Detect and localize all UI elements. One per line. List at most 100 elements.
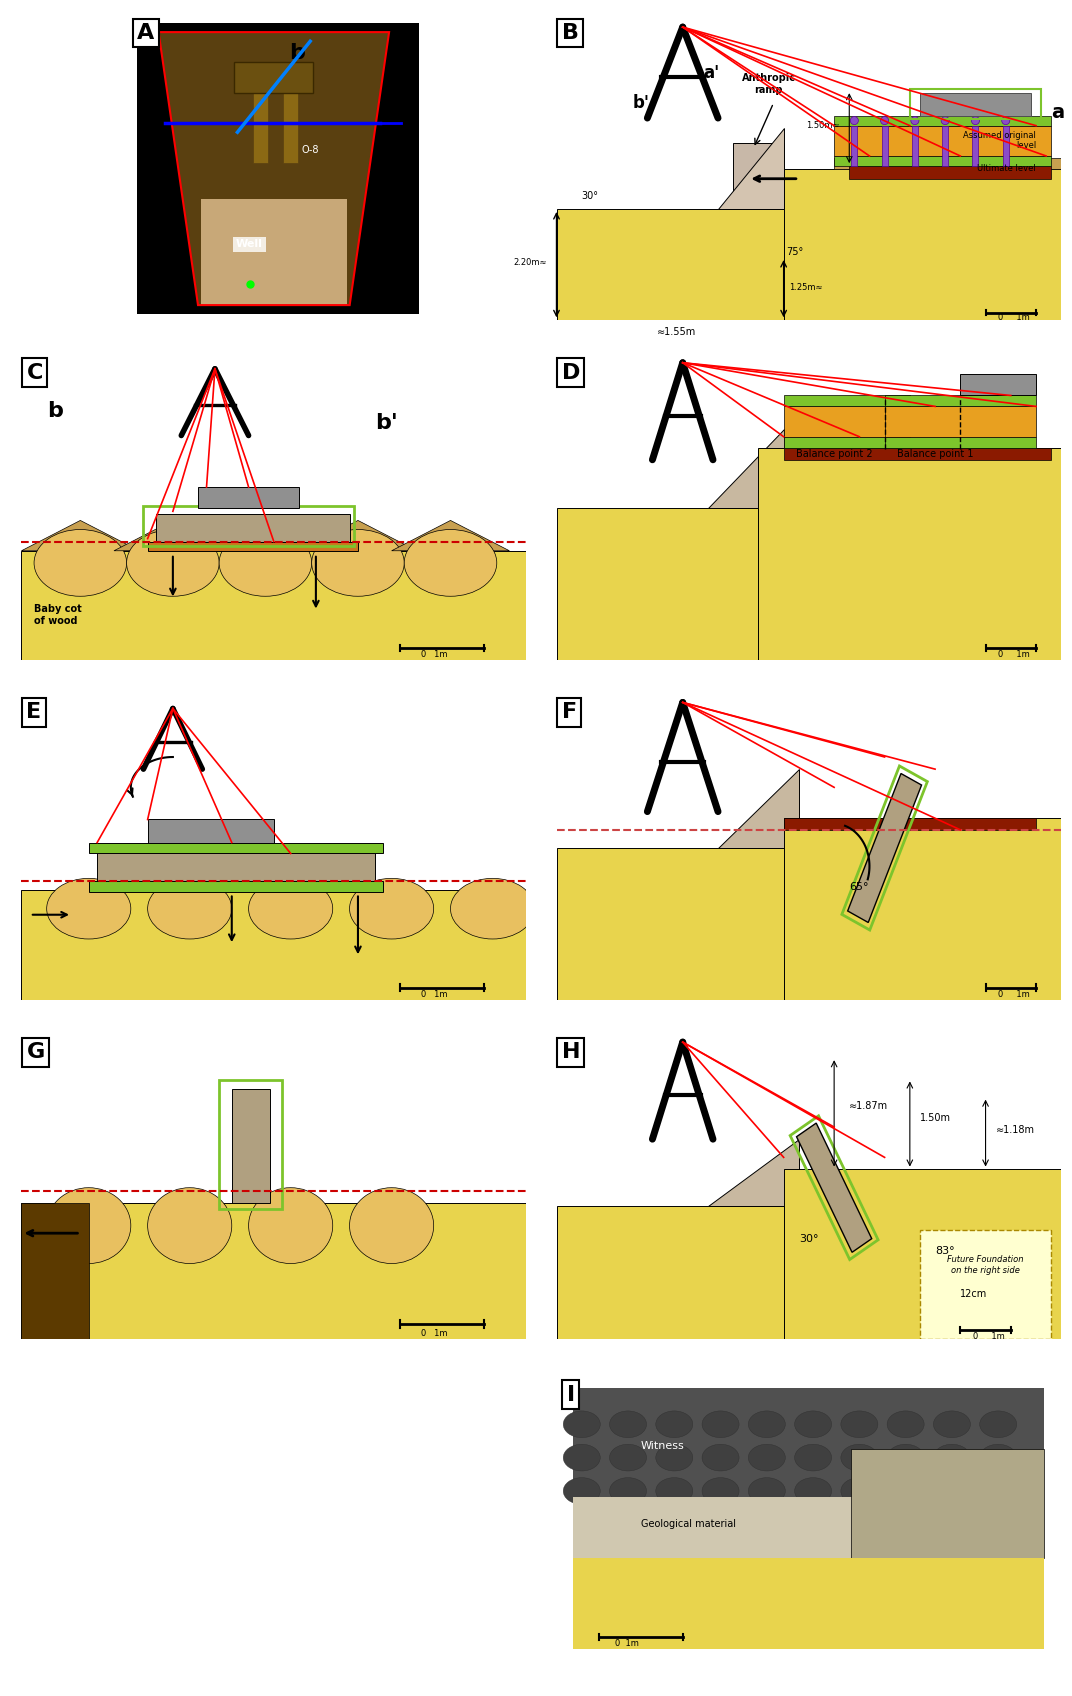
Text: ≈1.18m: ≈1.18m (996, 1124, 1034, 1135)
Circle shape (47, 1187, 131, 1264)
Circle shape (850, 117, 859, 124)
Polygon shape (708, 429, 784, 509)
Circle shape (980, 1445, 1016, 1470)
Text: O-8: O-8 (301, 146, 319, 156)
Circle shape (249, 1187, 332, 1264)
Circle shape (934, 1411, 970, 1438)
Bar (834, 126, 1052, 156)
Text: Balance point 2: Balance point 2 (795, 449, 873, 458)
Circle shape (450, 879, 535, 940)
Text: 0   1m: 0 1m (421, 650, 447, 660)
Circle shape (219, 529, 312, 597)
Text: 83°: 83° (935, 1247, 955, 1257)
Polygon shape (708, 1140, 799, 1206)
Text: I: I (567, 1386, 575, 1404)
Bar (912, 126, 918, 166)
Circle shape (47, 879, 131, 940)
Bar (21, 1202, 89, 1340)
Text: C: C (27, 363, 43, 383)
Bar (283, 86, 298, 163)
Circle shape (888, 1477, 924, 1504)
Bar (881, 126, 888, 166)
Circle shape (971, 117, 980, 124)
Circle shape (980, 1477, 1016, 1504)
Text: b': b' (375, 414, 398, 434)
Bar (784, 1170, 1061, 1340)
FancyBboxPatch shape (539, 1364, 1072, 1691)
Text: 65°: 65° (849, 882, 868, 892)
Circle shape (888, 1411, 924, 1438)
Bar (834, 156, 1052, 166)
Bar (556, 848, 784, 999)
Text: 2.20m≈: 2.20m≈ (512, 258, 547, 266)
Polygon shape (299, 521, 417, 551)
Text: 0   1m: 0 1m (421, 1328, 447, 1338)
Bar (834, 115, 1052, 126)
Circle shape (148, 1187, 232, 1264)
Text: 0     1m: 0 1m (973, 1333, 1004, 1342)
Polygon shape (21, 521, 139, 551)
Circle shape (794, 1411, 832, 1438)
Circle shape (980, 1411, 1016, 1438)
Circle shape (249, 879, 332, 940)
Text: Anthropic
ramp: Anthropic ramp (742, 73, 795, 95)
Text: ≈1.55m: ≈1.55m (657, 327, 697, 338)
FancyBboxPatch shape (920, 1230, 1052, 1340)
Bar (21, 551, 526, 660)
Bar (89, 843, 383, 853)
Bar (89, 880, 383, 892)
Polygon shape (159, 32, 389, 305)
Bar (942, 126, 949, 166)
Circle shape (656, 1477, 693, 1504)
Text: Future Foundation
on the right side: Future Foundation on the right side (948, 1255, 1024, 1275)
Text: Geological material: Geological material (641, 1520, 735, 1530)
Circle shape (794, 1445, 832, 1470)
Bar (884, 395, 1036, 407)
Bar (144, 507, 354, 546)
Bar (884, 407, 1036, 438)
Circle shape (702, 1445, 739, 1470)
Polygon shape (718, 129, 784, 209)
Polygon shape (207, 521, 325, 551)
Text: 0     1m: 0 1m (998, 990, 1030, 999)
Circle shape (880, 117, 889, 124)
Circle shape (312, 529, 404, 597)
Text: H: H (562, 1041, 580, 1062)
Circle shape (794, 1477, 832, 1504)
Text: Well: Well (236, 239, 263, 249)
Bar (910, 88, 1041, 119)
Text: b: b (289, 44, 304, 63)
Circle shape (748, 1445, 786, 1470)
Text: ≈1.87m: ≈1.87m (849, 1101, 889, 1111)
Text: 12cm: 12cm (961, 1289, 987, 1299)
Text: 30°: 30° (799, 1235, 818, 1245)
Bar (884, 438, 1036, 448)
Polygon shape (718, 770, 799, 848)
Bar (232, 1089, 270, 1202)
Circle shape (1001, 117, 1010, 124)
Polygon shape (784, 168, 1061, 321)
Text: D: D (562, 363, 580, 383)
Bar (972, 126, 979, 166)
Circle shape (748, 1477, 786, 1504)
Bar (556, 509, 758, 660)
Bar (253, 86, 268, 163)
Text: a': a' (703, 64, 719, 81)
Polygon shape (848, 773, 922, 923)
Text: E: E (27, 702, 42, 722)
Circle shape (349, 1187, 434, 1264)
Circle shape (941, 117, 949, 124)
Circle shape (702, 1411, 739, 1438)
Bar (148, 819, 273, 843)
Circle shape (840, 1445, 878, 1470)
Circle shape (840, 1411, 878, 1438)
Circle shape (563, 1411, 600, 1438)
Text: 0  1m: 0 1m (615, 1638, 639, 1649)
Text: B: B (562, 24, 579, 42)
Bar (556, 1206, 784, 1340)
Bar (784, 817, 1061, 999)
Circle shape (610, 1411, 646, 1438)
Polygon shape (556, 209, 784, 321)
Circle shape (911, 117, 919, 124)
Text: Assumed original
level: Assumed original level (963, 131, 1036, 151)
